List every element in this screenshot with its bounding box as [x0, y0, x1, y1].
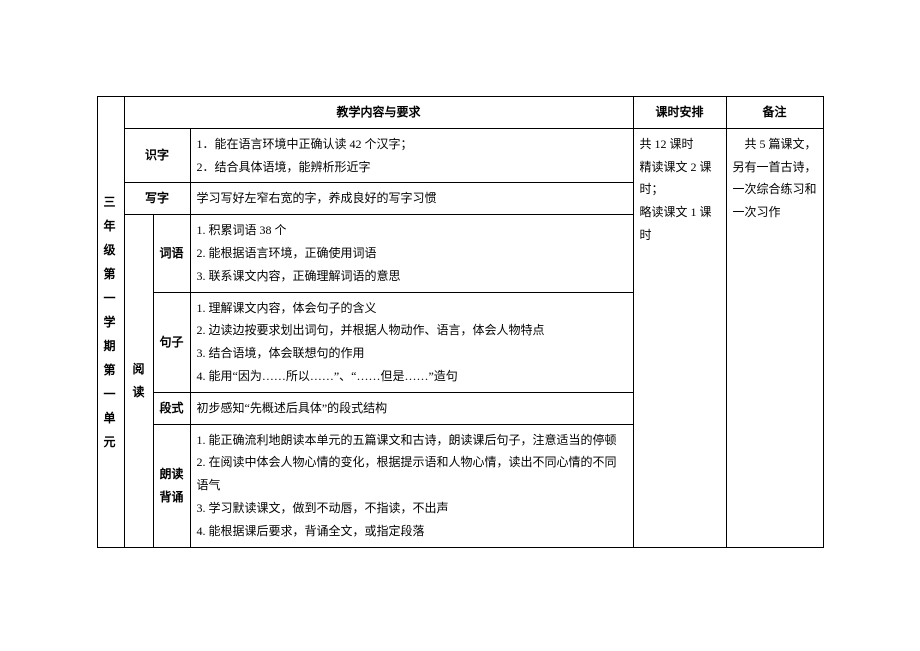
cell-langdu: 1. 能正确流利地朗读本单元的五篇课文和古诗，朗读课后句子，注意适当的停顿2. …	[190, 424, 633, 547]
syllabus-table: 三 年 级 第 一 学 期 第 一 单 元 教学内容与要求 课时安排 备注 识字…	[97, 96, 824, 548]
table-row: 识字 1．能在语言环境中正确认读 42 个汉字；2．结合具体语境，能辨析形近字 …	[97, 128, 823, 183]
row-label-juzi: 句子	[153, 292, 190, 392]
cell-ciyu: 1. 积累词语 38 个2. 能根据语言环境，正确使用词语3. 联系课文内容，正…	[190, 215, 633, 292]
row-label-duanshi: 段式	[153, 392, 190, 424]
row-label-xiezi: 写字	[124, 183, 190, 215]
cell-xiezi: 学习写好左窄右宽的字，养成良好的写字习惯	[190, 183, 633, 215]
col-header-notes: 备注	[726, 97, 823, 129]
row-label-ciyu: 词语	[153, 215, 190, 292]
unit-label: 三 年 级 第 一 学 期 第 一 单 元	[103, 195, 117, 449]
col-header-schedule: 课时安排	[633, 97, 726, 129]
row-label-shizi: 识字	[124, 128, 190, 183]
cell-duanshi: 初步感知“先概述后具体”的段式结构	[190, 392, 633, 424]
row-header-unit: 三 年 级 第 一 学 期 第 一 单 元	[97, 97, 124, 548]
cell-shizi: 1．能在语言环境中正确认读 42 个汉字；2．结合具体语境，能辨析形近字	[190, 128, 633, 183]
cell-juzi: 1. 理解课文内容，体会句子的含义2. 边读边按要求划出词句，并根据人物动作、语…	[190, 292, 633, 392]
row-label-langdu: 朗读背诵	[153, 424, 190, 547]
cell-notes: 共 5 篇课文，另有一首古诗，一次综合练习和一次习作	[726, 128, 823, 547]
cell-schedule: 共 12 课时精读课文 2 课时；略读课文 1 课时	[633, 128, 726, 547]
col-header-content: 教学内容与要求	[124, 97, 633, 129]
row-label-yuedu: 阅读	[124, 215, 153, 547]
